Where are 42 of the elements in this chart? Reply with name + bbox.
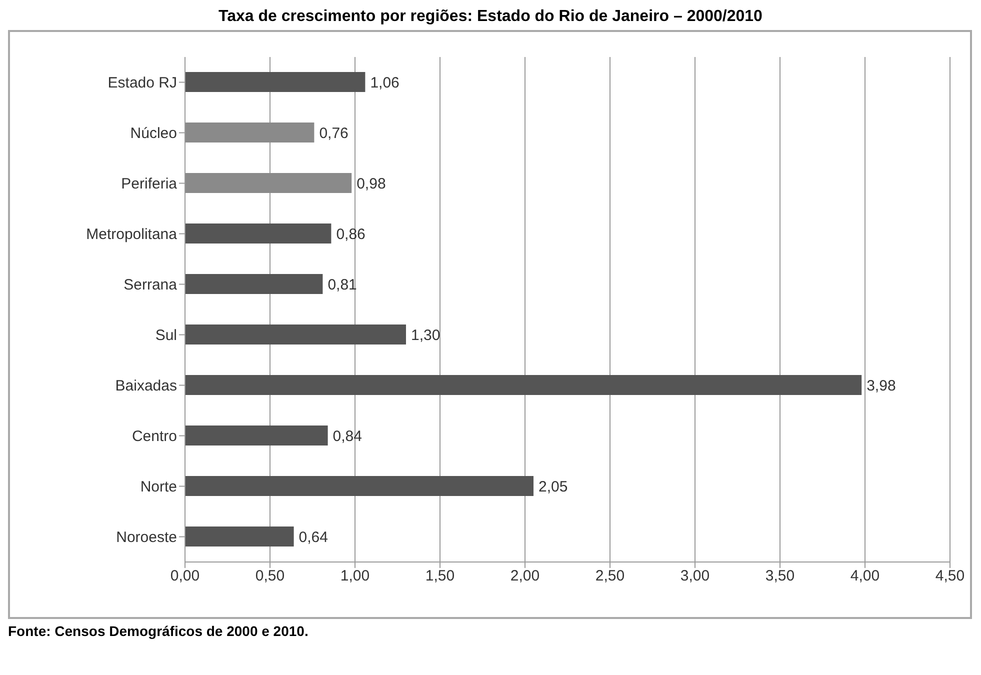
y-tick-label: Estado RJ bbox=[108, 74, 177, 92]
data-label: 3,98 bbox=[866, 377, 896, 394]
x-tick-label: 2,50 bbox=[595, 568, 625, 585]
bar bbox=[185, 224, 332, 244]
x-tick-label: 3,00 bbox=[680, 568, 710, 585]
y-tick-label: Metropolitana bbox=[86, 226, 178, 244]
y-tick-label: Sul bbox=[155, 327, 177, 344]
y-tick-label: Noroeste bbox=[116, 529, 177, 546]
data-label: 2,05 bbox=[538, 478, 568, 496]
y-tick-label: Norte bbox=[140, 478, 177, 496]
y-tick-label: Periferia bbox=[121, 176, 178, 193]
data-label: 0,98 bbox=[356, 175, 386, 192]
bar bbox=[185, 476, 534, 496]
bar bbox=[185, 173, 352, 193]
chart-title: Taxa de crescimento por regiões: Estado do Rio de Janeiro – 2000/2010 bbox=[218, 8, 764, 27]
y-tick-label: Baixadas bbox=[115, 378, 177, 395]
x-tick-label: 0,00 bbox=[170, 568, 200, 585]
data-label: 0,86 bbox=[336, 226, 366, 243]
x-tick-label: 1,00 bbox=[340, 568, 370, 585]
x-tick-label: 1,50 bbox=[425, 568, 455, 585]
bar bbox=[185, 526, 294, 546]
y-tick-label: Centro bbox=[132, 428, 177, 446]
data-label: 0,76 bbox=[319, 124, 348, 142]
data-label: 1,06 bbox=[370, 74, 400, 92]
data-label: 1,30 bbox=[411, 326, 440, 344]
bar bbox=[185, 72, 366, 92]
bar bbox=[185, 375, 862, 395]
data-label: 0,81 bbox=[328, 276, 357, 294]
x-tick-label: 2,00 bbox=[510, 568, 540, 585]
x-tick-label: 0,50 bbox=[255, 568, 285, 585]
bar bbox=[185, 324, 406, 344]
y-tick-label: Serrana bbox=[124, 276, 178, 294]
bar bbox=[185, 122, 314, 142]
source-note: Fonte: Censos Demográficos de 2000 e 2010. bbox=[8, 623, 310, 639]
x-tick-label: 4,00 bbox=[850, 568, 880, 585]
bar bbox=[185, 426, 328, 446]
bar bbox=[185, 274, 323, 294]
x-tick-label: 4,50 bbox=[935, 568, 965, 585]
data-label: 0,64 bbox=[298, 528, 328, 546]
x-tick-label: 3,50 bbox=[765, 568, 795, 585]
data-label: 0,84 bbox=[332, 428, 362, 445]
y-tick-label: Núcleo bbox=[130, 125, 177, 142]
